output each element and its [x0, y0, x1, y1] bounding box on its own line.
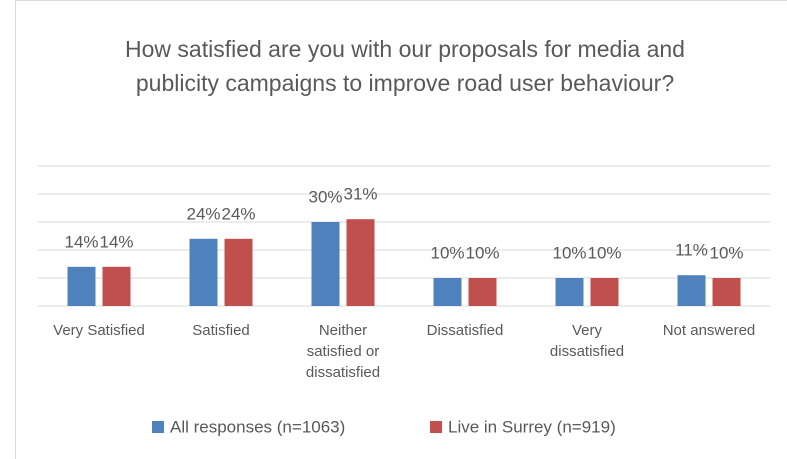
bar: [555, 278, 584, 306]
data-label: 10%: [552, 243, 586, 262]
bar: [346, 219, 375, 306]
x-tick-label: Dissatisfied: [426, 322, 504, 339]
legend-label: All responses (n=1063): [170, 417, 345, 436]
chart-title: How satisfied are you with our proposals…: [125, 36, 685, 96]
bar: [712, 278, 741, 306]
data-label: 30%: [308, 187, 342, 206]
x-tick-label: Very Satisfied: [53, 322, 145, 339]
x-tick-label: Not answered: [662, 322, 756, 339]
data-label: 10%: [709, 243, 743, 262]
bar: [102, 266, 131, 306]
data-label: 10%: [465, 243, 499, 262]
bar: [590, 278, 619, 306]
data-label: 24%: [186, 204, 220, 223]
data-label: 11%: [675, 241, 708, 260]
data-label: 10%: [430, 243, 464, 262]
data-label: 14%: [64, 232, 98, 251]
x-tick-label: Neither satisfied or dissatisfied: [305, 322, 381, 381]
chart-border: [15, 0, 787, 459]
data-label: 24%: [221, 204, 255, 223]
legend-label: Live in Surrey (n=919): [448, 417, 616, 436]
bar: [189, 238, 218, 306]
bar: [224, 238, 253, 306]
x-tick-label: Very dissatisfied: [549, 322, 625, 360]
bar: [677, 275, 706, 306]
data-label: 14%: [99, 232, 133, 251]
legend-swatch: [152, 421, 164, 433]
bar: [468, 278, 497, 306]
bar: [67, 266, 96, 306]
legend-swatch: [430, 421, 442, 433]
data-label: 10%: [587, 243, 621, 262]
x-tick-label: Satisfied: [192, 322, 250, 339]
bar: [433, 278, 462, 306]
bar: [311, 222, 340, 306]
data-label: 31%: [343, 185, 377, 204]
